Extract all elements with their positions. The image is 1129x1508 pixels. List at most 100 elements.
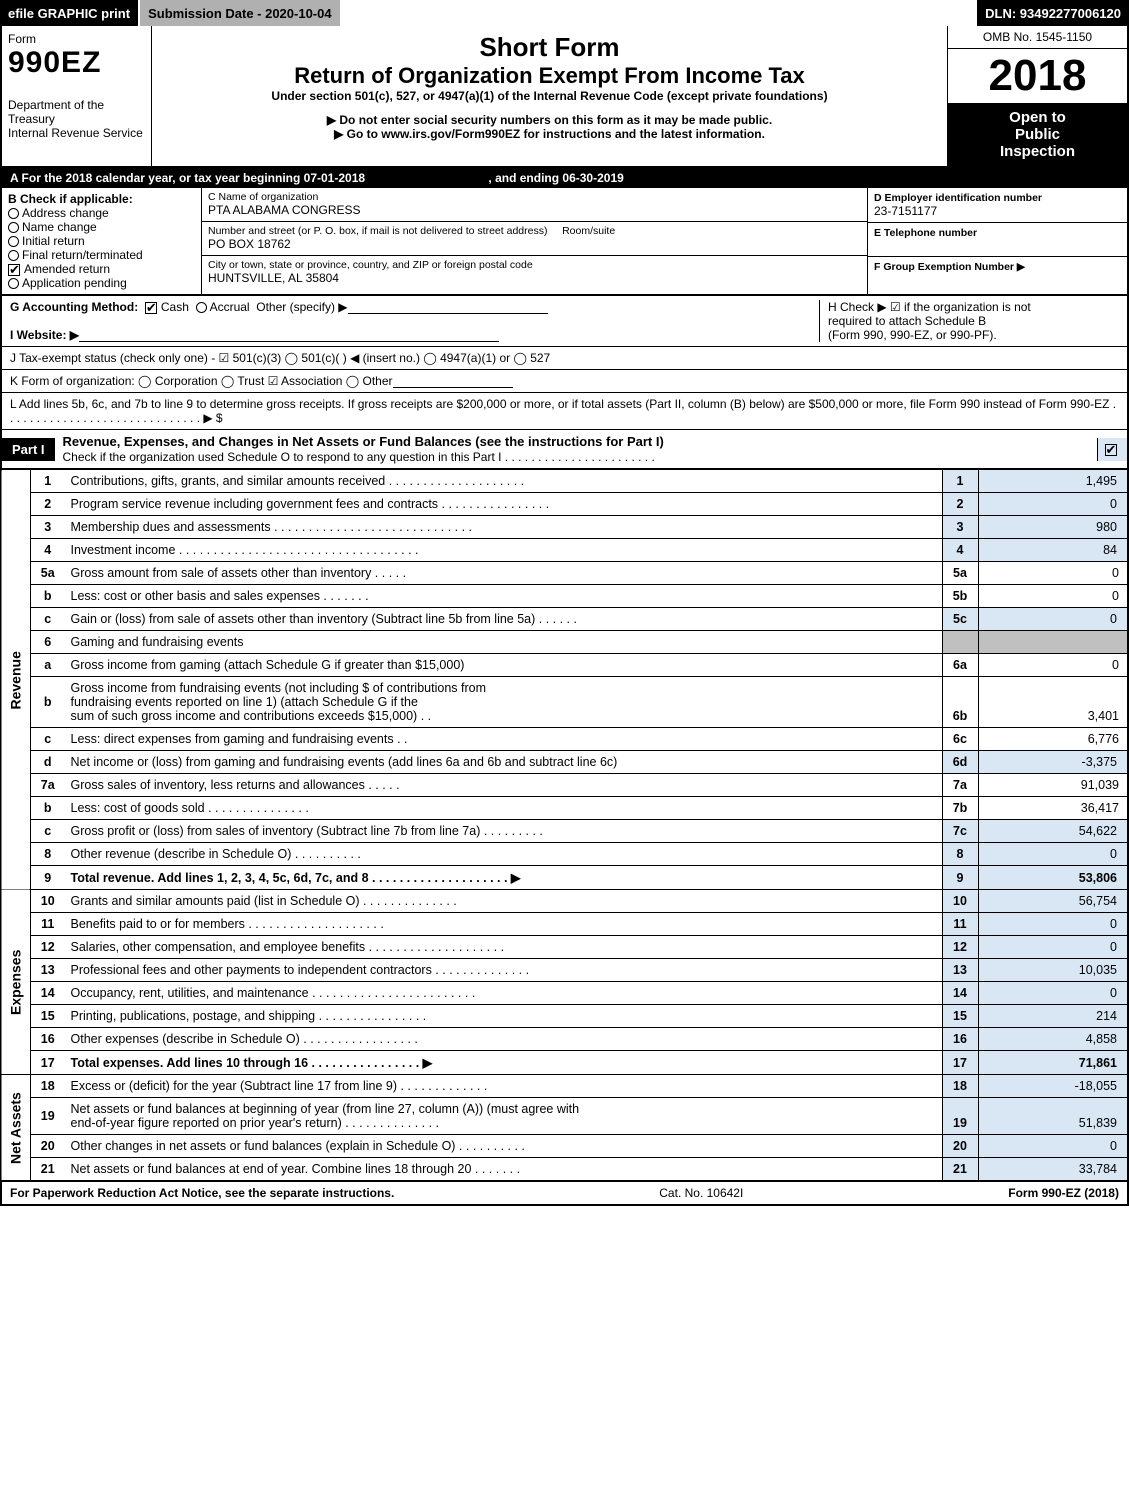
line-16: 16Other expenses (describe in Schedule O… <box>1 1028 1128 1051</box>
line-1: Revenue 1Contributions, gifts, grants, a… <box>1 470 1128 493</box>
part-i-desc: Revenue, Expenses, and Changes in Net As… <box>55 430 1097 468</box>
line-6b: b Gross income from fundraising events (… <box>1 677 1128 728</box>
accounting-label: G Accounting Method: <box>10 300 138 314</box>
addr-label: Number and street (or P. O. box, if mail… <box>208 225 547 237</box>
website-input[interactable] <box>79 328 499 342</box>
under-section: Under section 501(c), 527, or 4947(a)(1)… <box>158 89 941 103</box>
topbar: efile GRAPHIC print Submission Date - 20… <box>0 0 1129 26</box>
gross-receipts-note: L Add lines 5b, 6c, and 7b to line 9 to … <box>10 397 1116 425</box>
org-addr-row: Number and street (or P. O. box, if mail… <box>202 222 867 256</box>
line-11: 11Benefits paid to or for members . . . … <box>1 913 1128 936</box>
box-f: F Group Exemption Number ▶ <box>868 257 1127 291</box>
footer: For Paperwork Reduction Act Notice, see … <box>0 1181 1129 1206</box>
line-7a: 7aGross sales of inventory, less returns… <box>1 774 1128 797</box>
return-title: Return of Organization Exempt From Incom… <box>158 63 941 89</box>
room-label: Room/suite <box>562 225 615 237</box>
line-20: 20Other changes in net assets or fund ba… <box>1 1135 1128 1158</box>
line-14: 14Occupancy, rent, utilities, and mainte… <box>1 982 1128 1005</box>
line-6d: dNet income or (loss) from gaming and fu… <box>1 751 1128 774</box>
header-right: OMB No. 1545-1150 2018 Open to Public In… <box>947 26 1127 166</box>
part-i-checkbox[interactable] <box>1097 438 1127 461</box>
chk-address-change[interactable]: Address change <box>8 206 195 220</box>
other-org-input[interactable] <box>393 374 513 388</box>
line-19: 19 Net assets or fund balances at beginn… <box>1 1098 1128 1135</box>
form-word: Form <box>8 32 145 46</box>
box-g: G Accounting Method: Cash Accrual Other … <box>10 300 819 342</box>
box-def: D Employer identification number 23-7151… <box>867 188 1127 294</box>
side-expenses: Expenses <box>1 890 31 1075</box>
box-j: J Tax-exempt status (check only one) - ☑… <box>0 347 1129 370</box>
part-i-check-label: Check if the organization used Schedule … <box>63 450 655 464</box>
chk-name-change[interactable]: Name change <box>8 220 195 234</box>
line-18: Net Assets 18Excess or (deficit) for the… <box>1 1075 1128 1098</box>
line-9: 9Total revenue. Add lines 1, 2, 3, 4, 5c… <box>1 866 1128 890</box>
chk-application-pending[interactable]: Application pending <box>8 276 195 290</box>
box-d: D Employer identification number 23-7151… <box>868 188 1127 223</box>
efile-print[interactable]: efile GRAPHIC print <box>0 0 140 26</box>
line-12: 12Salaries, other compensation, and empl… <box>1 936 1128 959</box>
dept-treasury: Department of the Treasury <box>8 98 145 126</box>
line-7b: bLess: cost of goods sold . . . . . . . … <box>1 797 1128 820</box>
chk-initial-return[interactable]: Initial return <box>8 234 195 248</box>
period-end: , and ending 06-30-2019 <box>488 171 623 185</box>
city-label: City or town, state or province, country… <box>208 259 861 271</box>
box-l: L Add lines 5b, 6c, and 7b to line 9 to … <box>0 393 1129 430</box>
form-header: Form 990EZ Department of the Treasury In… <box>0 26 1129 168</box>
header-center: Short Form Return of Organization Exempt… <box>152 26 947 166</box>
other-specify-input[interactable] <box>348 300 548 314</box>
line-13: 13Professional fees and other payments t… <box>1 959 1128 982</box>
line-5b: bLess: cost or other basis and sales exp… <box>1 585 1128 608</box>
short-form-title: Short Form <box>158 32 941 63</box>
line-6c: cLess: direct expenses from gaming and f… <box>1 728 1128 751</box>
chk-accrual[interactable] <box>196 302 207 313</box>
ein-label: D Employer identification number <box>874 192 1121 204</box>
org-name: PTA ALABAMA CONGRESS <box>208 203 861 217</box>
goto-link[interactable]: ▶ Go to www.irs.gov/Form990EZ for instru… <box>158 127 941 141</box>
side-net-assets: Net Assets <box>1 1075 31 1181</box>
box-h-line3: (Form 990, 990-EZ, or 990-PF). <box>828 328 1119 342</box>
chk-cash[interactable] <box>145 302 157 314</box>
ssn-note: ▶ Do not enter social security numbers o… <box>158 113 941 127</box>
submission-date: Submission Date - 2020-10-04 <box>140 0 342 26</box>
line-8: 8Other revenue (describe in Schedule O) … <box>1 843 1128 866</box>
org-city-row: City or town, state or province, country… <box>202 256 867 290</box>
box-h-line1: H Check ▶ ☑ if the organization is not <box>828 300 1119 314</box>
side-revenue: Revenue <box>1 470 31 890</box>
line-10: Expenses 10Grants and similar amounts pa… <box>1 890 1128 913</box>
group-exemption-label: F Group Exemption Number ▶ <box>874 261 1121 273</box>
irs-label: Internal Revenue Service <box>8 126 145 140</box>
box-g-h: G Accounting Method: Cash Accrual Other … <box>0 296 1129 347</box>
period-begin: A For the 2018 calendar year, or tax yea… <box>10 171 365 185</box>
form-ref: Form 990-EZ (2018) <box>1008 1186 1119 1200</box>
line-2: 2Program service revenue including gover… <box>1 493 1128 516</box>
chk-final-return[interactable]: Final return/terminated <box>8 248 195 262</box>
tax-exempt-status: J Tax-exempt status (check only one) - ☑… <box>10 351 550 365</box>
line-6: 6Gaming and fundraising events <box>1 631 1128 654</box>
line-7c: cGross profit or (loss) from sales of in… <box>1 820 1128 843</box>
chk-amended-return[interactable]: Amended return <box>8 262 195 276</box>
box-c: C Name of organization PTA ALABAMA CONGR… <box>202 188 867 294</box>
org-block: B Check if applicable: Address change Na… <box>0 188 1129 296</box>
line-15: 15Printing, publications, postage, and s… <box>1 1005 1128 1028</box>
omb-number: OMB No. 1545-1150 <box>948 26 1127 49</box>
part-i-header: Part I Revenue, Expenses, and Changes in… <box>0 430 1129 470</box>
box-b-title: B Check if applicable: <box>8 192 195 206</box>
form-of-org: K Form of organization: ◯ Corporation ◯ … <box>10 374 393 388</box>
org-name-label: C Name of organization <box>208 191 861 203</box>
topbar-spacer <box>342 0 978 26</box>
org-city: HUNTSVILLE, AL 35804 <box>208 271 861 285</box>
open-public-inspection: Open to Public Inspection <box>948 103 1127 166</box>
period-bar: A For the 2018 calendar year, or tax yea… <box>0 168 1129 188</box>
box-h-line2: required to attach Schedule B <box>828 314 1119 328</box>
line-6a: aGross income from gaming (attach Schedu… <box>1 654 1128 677</box>
line-17: 17Total expenses. Add lines 10 through 1… <box>1 1051 1128 1075</box>
phone-label: E Telephone number <box>874 227 1121 239</box>
part-i-tag: Part I <box>2 438 55 461</box>
website-label: I Website: ▶ <box>10 328 79 342</box>
catalog-number: Cat. No. 10642I <box>659 1186 743 1200</box>
tax-year: 2018 <box>948 49 1127 103</box>
box-h: H Check ▶ ☑ if the organization is not r… <box>819 300 1119 342</box>
box-b: B Check if applicable: Address change Na… <box>2 188 202 294</box>
form-number: 990EZ <box>8 46 145 80</box>
paperwork-notice: For Paperwork Reduction Act Notice, see … <box>10 1186 394 1200</box>
